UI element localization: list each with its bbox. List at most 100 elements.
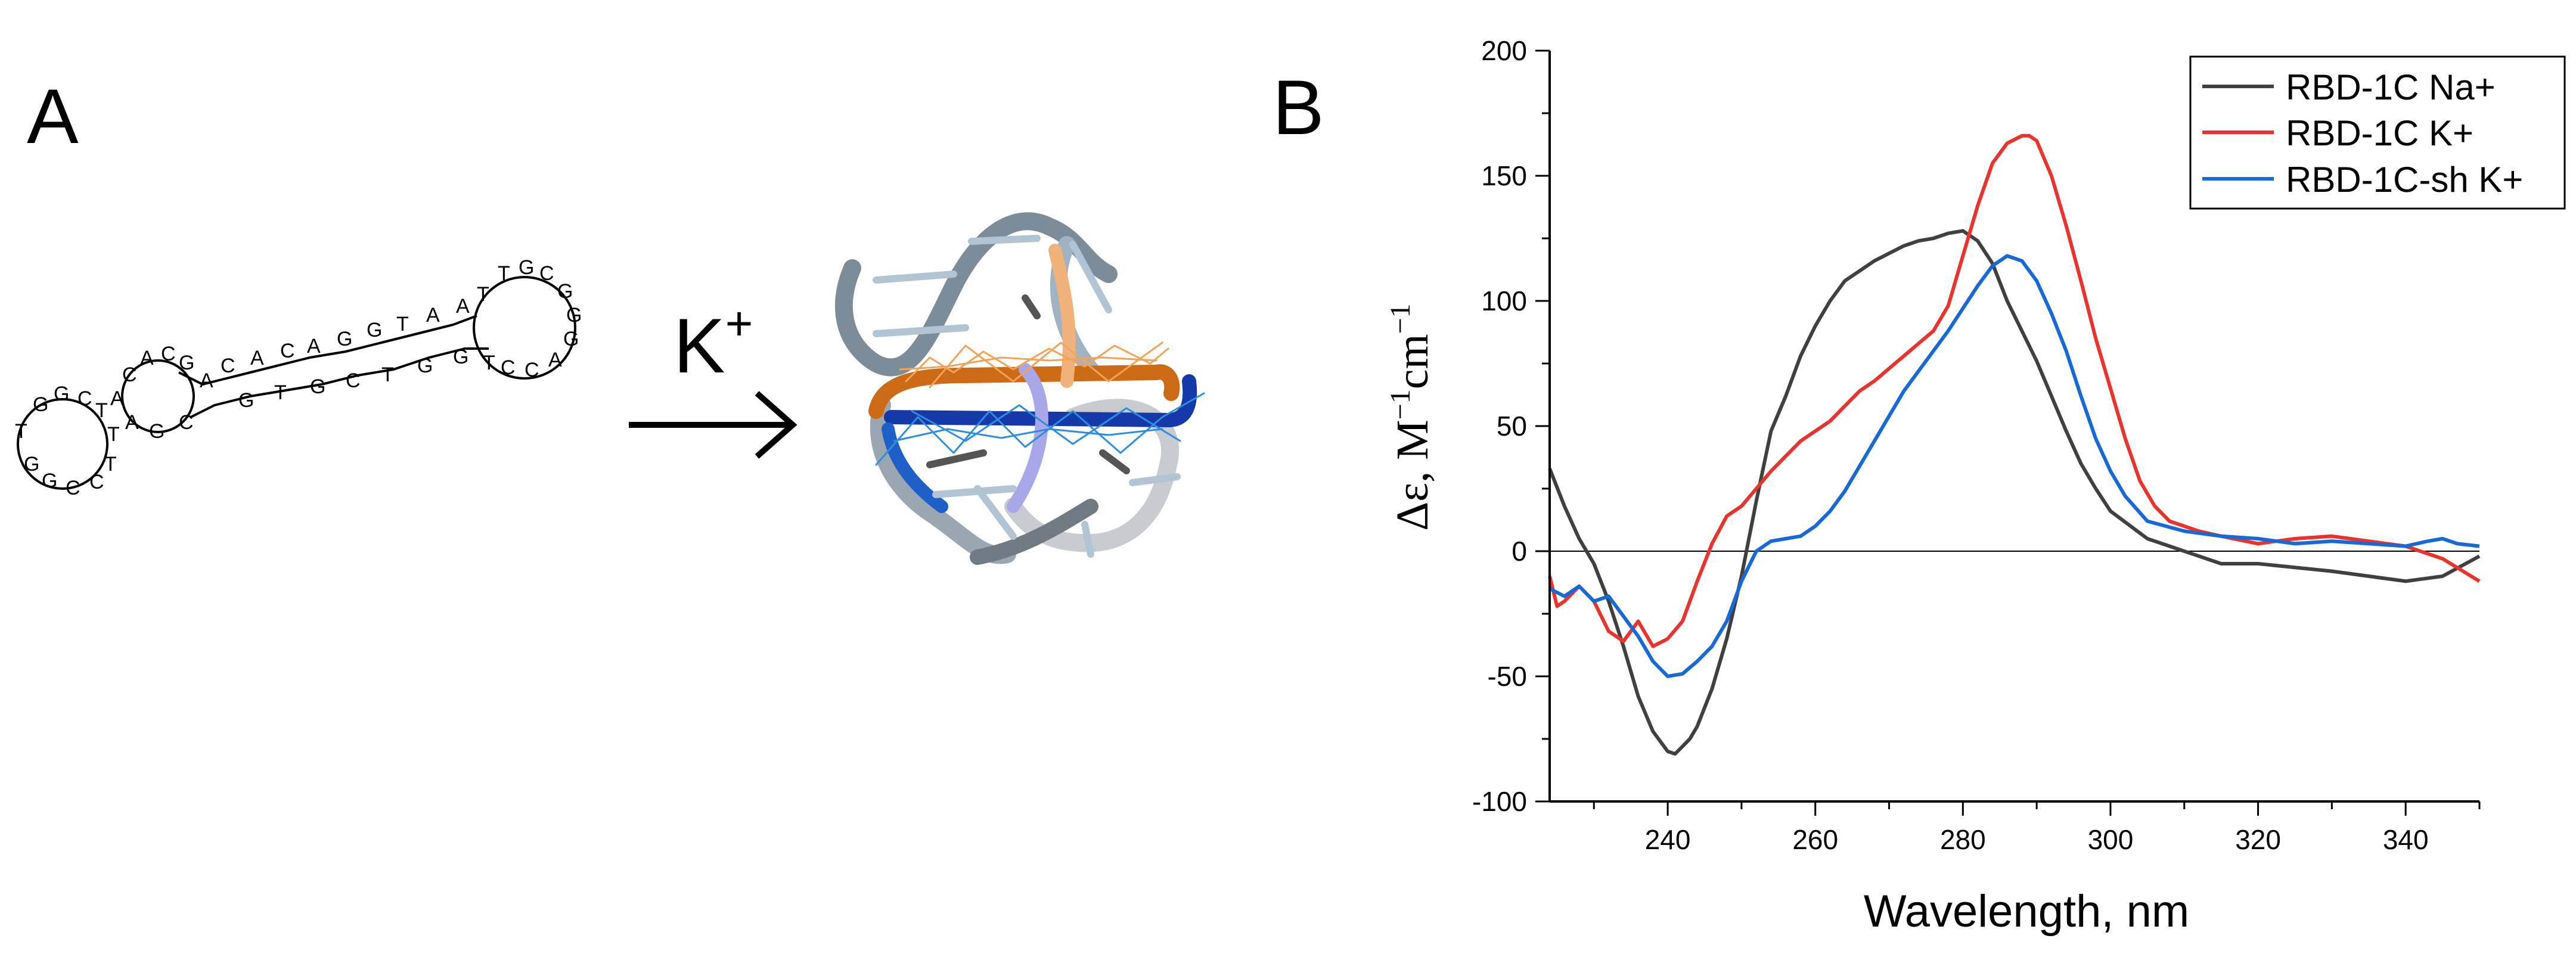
y-tick-label: -100 bbox=[1472, 786, 1527, 817]
sequence-letter: T bbox=[15, 420, 27, 443]
panel-b: B 240 260 280 300 320 340 -100 -50 0 50 100 150 200… bbox=[1273, 35, 2566, 937]
sequence-letter: G bbox=[238, 389, 254, 412]
series-group bbox=[1548, 133, 2481, 756]
x-axis-title: Wavelength, nm bbox=[1864, 886, 2189, 937]
legend-label-k: RBD-1C K+ bbox=[2286, 113, 2473, 153]
stem-bottom-strand bbox=[190, 347, 489, 418]
sequence-letter: G bbox=[149, 420, 165, 443]
x-tick-label: 240 bbox=[1645, 824, 1691, 855]
sequence-letter: G bbox=[563, 328, 579, 350]
tube-orange-strand bbox=[868, 364, 1180, 419]
sequence-letter: C bbox=[524, 359, 539, 381]
sequence-letter: C bbox=[221, 355, 235, 377]
series-line-2 bbox=[1548, 133, 2481, 648]
sequence-letter: G bbox=[54, 383, 69, 405]
y-axis-ticks: -100 -50 0 50 100 150 200 bbox=[1472, 35, 1550, 817]
y-tick-label: 50 bbox=[1497, 411, 1527, 442]
sequence-letter: G bbox=[24, 453, 39, 476]
legend-label-sh: RBD-1C-sh K+ bbox=[2286, 160, 2523, 200]
cd-spectrum-chart: 240 260 280 300 320 340 -100 -50 0 50 100 150 200 W… bbox=[1385, 35, 2566, 937]
left-loop bbox=[17, 398, 108, 490]
sequence-letter: T bbox=[95, 399, 108, 422]
sequence-letter: G bbox=[519, 256, 534, 279]
sequence-letter: A bbox=[456, 295, 470, 318]
sequence-letter: T bbox=[396, 313, 409, 335]
legend-entry-sh: RBD-1C-sh K+ bbox=[2202, 160, 2523, 200]
hairpin-loop bbox=[473, 276, 576, 380]
sequence-letter: A bbox=[548, 349, 562, 371]
tube-bottom bbox=[970, 499, 1098, 565]
secondary-structure-diagram bbox=[17, 276, 576, 490]
sequence-letter: T bbox=[381, 363, 394, 386]
sequence-letter: G bbox=[417, 355, 433, 377]
legend-label-na: RBD-1C Na+ bbox=[2286, 67, 2496, 107]
y-axis-title: Δε, M−1cm−1 bbox=[1385, 303, 1438, 530]
y-tick-label: 100 bbox=[1481, 285, 1527, 316]
sequence-letter: G bbox=[179, 352, 194, 374]
panel-a-label: A bbox=[27, 73, 79, 160]
internal-loop bbox=[121, 359, 195, 433]
x-tick-label: 280 bbox=[1940, 824, 1986, 855]
base-lines-blue bbox=[875, 392, 1205, 466]
base-lines-orange bbox=[899, 341, 1169, 389]
sequence-letter: G bbox=[566, 304, 582, 327]
y-tick-label: 0 bbox=[1512, 536, 1527, 567]
panel-b-label: B bbox=[1273, 64, 1324, 151]
tube-violet bbox=[1007, 363, 1048, 513]
sequence-letter: A bbox=[200, 369, 213, 392]
x-tick-label: 300 bbox=[2088, 824, 2134, 855]
x-tick-label: 320 bbox=[2235, 824, 2281, 855]
sequence-letter: G bbox=[42, 470, 57, 492]
sequence-letter: C bbox=[66, 477, 80, 499]
sequence-letter: A bbox=[426, 304, 440, 327]
sequence-letter: C bbox=[77, 387, 92, 410]
sequence-letter: G bbox=[310, 375, 325, 398]
sequence-letter: G bbox=[557, 280, 573, 303]
series-line-3 bbox=[1548, 254, 2480, 678]
sequence-letter: A bbox=[250, 347, 264, 369]
sequence-letter: G bbox=[337, 328, 352, 350]
tube-top-loop bbox=[834, 212, 1118, 377]
sequence-letter: C bbox=[122, 363, 137, 386]
sequence-letter: T bbox=[274, 381, 287, 404]
sequence-letter: T bbox=[104, 453, 117, 476]
series-line-1 bbox=[1548, 229, 2481, 756]
sequence-letter: T bbox=[107, 423, 120, 446]
x-axis-ticks: 240 260 280 300 320 340 bbox=[1593, 801, 2481, 855]
sequence-letter: A bbox=[307, 335, 321, 358]
sequence-letter: G bbox=[33, 393, 48, 416]
y-tick-label: -50 bbox=[1488, 661, 1527, 692]
sequence-letter: C bbox=[179, 411, 194, 434]
tube-orange-light bbox=[1048, 244, 1076, 388]
y-tick-label: 200 bbox=[1481, 35, 1527, 66]
sequence-letter: T bbox=[477, 283, 489, 306]
legend: RBD-1C Na+ RBD-1C K+ RBD-1C-sh K+ bbox=[2189, 55, 2566, 210]
sequence-letter: C bbox=[539, 262, 554, 285]
sequence-letter: C bbox=[161, 343, 176, 365]
base-sticks bbox=[873, 235, 1181, 558]
sequence-letter: C bbox=[501, 356, 516, 379]
potassium-superscript: + bbox=[725, 297, 753, 350]
legend-entry-na: RBD-1C Na+ bbox=[2202, 67, 2496, 107]
legend-entry-k: RBD-1C K+ bbox=[2202, 113, 2473, 153]
sequence-letter: A bbox=[140, 347, 154, 369]
sequence-letter: A bbox=[125, 411, 139, 434]
sequence-letter: C bbox=[89, 471, 104, 493]
stem-top-strand bbox=[178, 315, 477, 386]
reaction-arrow-head bbox=[755, 391, 797, 459]
g-quadruplex-3d-structure bbox=[834, 212, 1205, 565]
sequence-letter: C bbox=[346, 369, 361, 392]
base-sticks-dark bbox=[926, 294, 1130, 474]
tube-blue-lower bbox=[882, 422, 948, 513]
x-tick-label: 260 bbox=[1792, 824, 1838, 855]
y-tick-label: 150 bbox=[1481, 160, 1527, 191]
sequence-letter: T bbox=[483, 352, 495, 374]
tube-blue-strand bbox=[884, 374, 1197, 427]
sequence-letter: A bbox=[110, 387, 124, 410]
sequence-letter: G bbox=[453, 346, 468, 368]
sequence-letter: C bbox=[280, 340, 295, 362]
sequence-letter: T bbox=[498, 262, 510, 285]
